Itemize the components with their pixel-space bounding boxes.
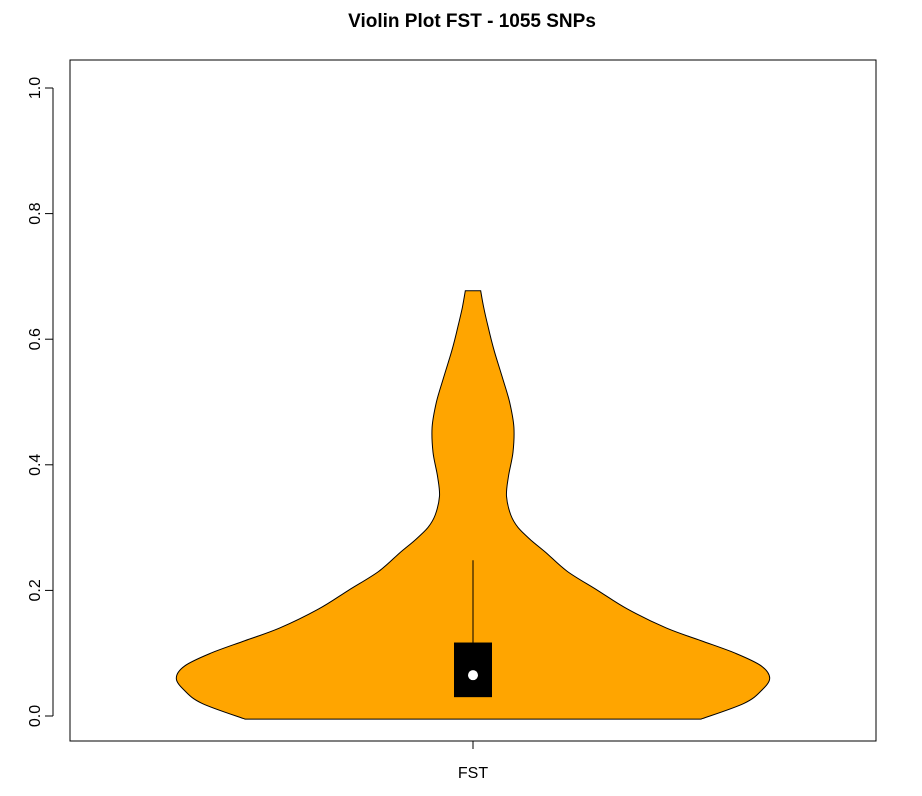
median-point <box>468 670 478 681</box>
x-axis: FST <box>458 741 488 782</box>
y-tick-label: 0.0 <box>27 705 44 727</box>
violin-layer <box>175 290 771 720</box>
boxplot-layer <box>454 560 492 698</box>
y-tick-label: 0.6 <box>27 328 44 350</box>
y-axis: 0.0 0.2 0.4 0.6 0.8 1.0 <box>27 77 54 727</box>
y-tick-label: 1.0 <box>27 77 44 99</box>
iqr-box <box>454 642 492 698</box>
y-tick-label: 0.4 <box>27 454 44 476</box>
chart-title: Violin Plot FST - 1055 SNPs <box>348 11 596 32</box>
y-tick-label: 0.2 <box>27 579 44 601</box>
violin-body <box>175 290 771 720</box>
y-tick-label: 0.8 <box>27 202 44 224</box>
x-tick-label: FST <box>458 765 488 782</box>
